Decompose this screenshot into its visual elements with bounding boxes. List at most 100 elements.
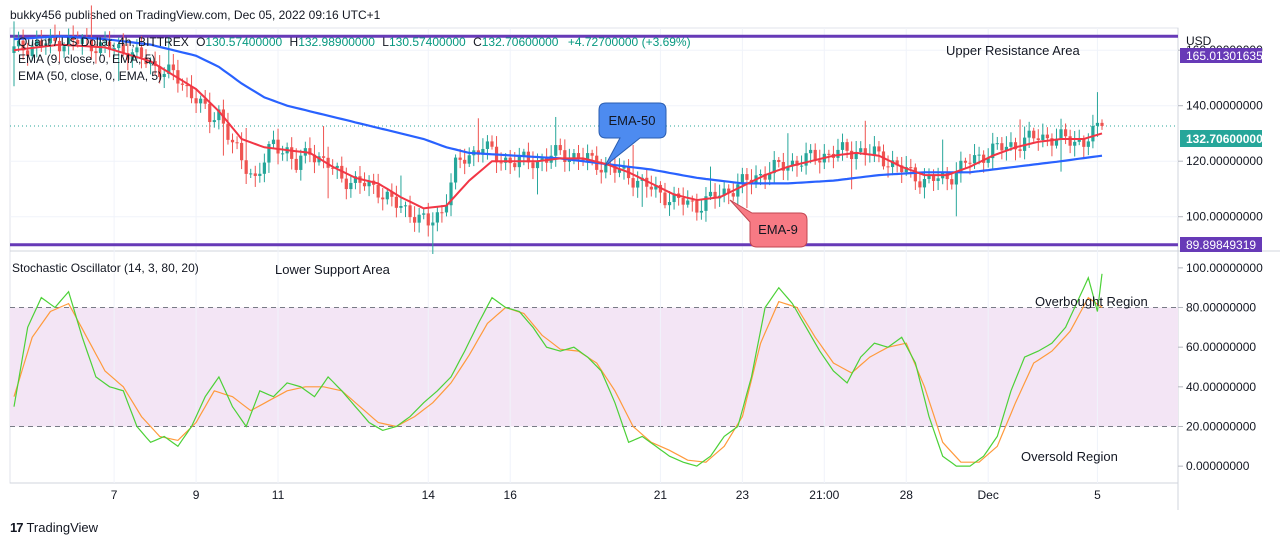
candle-body[interactable] xyxy=(112,48,116,50)
candle-body[interactable] xyxy=(927,174,931,179)
candle-body[interactable] xyxy=(690,200,694,202)
candle-body[interactable] xyxy=(244,160,248,174)
candle-body[interactable] xyxy=(1077,139,1081,142)
candle-body[interactable] xyxy=(617,168,622,173)
candle-body[interactable] xyxy=(877,146,881,152)
candle-body[interactable] xyxy=(804,153,808,166)
candle-body[interactable] xyxy=(117,44,121,49)
candle-body[interactable] xyxy=(699,210,703,213)
candle-body[interactable] xyxy=(240,142,244,161)
candle-body[interactable] xyxy=(740,174,744,185)
candle-body[interactable] xyxy=(936,178,940,181)
candle-body[interactable] xyxy=(977,154,981,156)
candle-body[interactable] xyxy=(139,47,144,58)
candle-body[interactable] xyxy=(48,35,53,44)
candle-body[interactable] xyxy=(840,142,845,150)
candle-body[interactable] xyxy=(795,160,799,166)
candle-body[interactable] xyxy=(836,149,840,158)
candle-body[interactable] xyxy=(950,179,954,185)
candle-body[interactable] xyxy=(1027,130,1031,138)
candle-body[interactable] xyxy=(453,157,458,183)
candle-body[interactable] xyxy=(963,160,968,163)
candle-body[interactable] xyxy=(954,173,958,185)
time-axis-ticks[interactable]: 7 9 11 14 16 21 23 21:00 28 Dec 5 xyxy=(111,488,1101,502)
candle-body[interactable] xyxy=(148,61,153,65)
candle-body[interactable] xyxy=(435,212,439,223)
stoch-d-line[interactable] xyxy=(13,296,1103,463)
candle-body[interactable] xyxy=(189,86,194,99)
candle-body[interactable] xyxy=(959,160,963,174)
candle-body[interactable] xyxy=(199,98,203,104)
candle-body[interactable] xyxy=(308,148,312,155)
candle-body[interactable] xyxy=(931,174,936,181)
candle-body[interactable] xyxy=(900,165,904,173)
candle-body[interactable] xyxy=(772,159,776,174)
candle-body[interactable] xyxy=(126,52,130,60)
candle-body[interactable] xyxy=(1054,138,1059,146)
candle-body[interactable] xyxy=(89,38,93,52)
candle-body[interactable] xyxy=(763,174,767,180)
candle-body[interactable] xyxy=(408,205,412,218)
candle-body[interactable] xyxy=(1059,129,1063,139)
candle-body[interactable] xyxy=(362,182,367,187)
candle-body[interactable] xyxy=(1082,139,1086,147)
candle-body[interactable] xyxy=(53,35,57,41)
candle-body[interactable] xyxy=(280,153,285,155)
candle-body[interactable] xyxy=(35,40,39,47)
candle-body[interactable] xyxy=(777,159,781,163)
candle-body[interactable] xyxy=(194,98,198,104)
candle-body[interactable] xyxy=(845,142,849,151)
candle-body[interactable] xyxy=(258,173,262,176)
candle-body[interactable] xyxy=(44,43,48,46)
candle-body[interactable] xyxy=(713,191,717,199)
candle-body[interactable] xyxy=(312,154,317,163)
candle-body[interactable] xyxy=(76,40,80,44)
candle-body[interactable] xyxy=(1000,143,1004,151)
candle-body[interactable] xyxy=(121,44,125,53)
candle-body[interactable] xyxy=(235,142,239,144)
candle-body[interactable] xyxy=(986,158,990,163)
stoch-k-line[interactable] xyxy=(13,273,1103,467)
candle-body[interactable] xyxy=(162,73,166,77)
candle-body[interactable] xyxy=(431,222,435,226)
candle-body[interactable] xyxy=(1100,122,1104,126)
candle-body[interactable] xyxy=(813,149,817,161)
candle-body[interactable] xyxy=(62,46,66,52)
candle-body[interactable] xyxy=(904,167,908,173)
candle-body[interactable] xyxy=(781,162,785,171)
candle-body[interactable] xyxy=(26,50,30,57)
candle-body[interactable] xyxy=(57,40,62,52)
candle-body[interactable] xyxy=(1095,122,1100,126)
candle-body[interactable] xyxy=(581,158,585,161)
candle-body[interactable] xyxy=(968,162,972,164)
candle-body[interactable] xyxy=(230,139,235,143)
candle-body[interactable] xyxy=(585,153,590,161)
candle-body[interactable] xyxy=(758,174,763,176)
candle-body[interactable] xyxy=(991,143,995,159)
candle-body[interactable] xyxy=(463,159,467,164)
candle-body[interactable] xyxy=(854,151,858,160)
candle-body[interactable] xyxy=(722,188,726,196)
candle-body[interactable] xyxy=(1068,136,1072,146)
candle-body[interactable] xyxy=(995,143,999,145)
candle-body[interactable] xyxy=(576,153,581,159)
candle-body[interactable] xyxy=(413,217,417,223)
candle-body[interactable] xyxy=(376,184,380,198)
candle-body[interactable] xyxy=(558,145,562,151)
candle-body[interactable] xyxy=(727,188,731,194)
candle-body[interactable] xyxy=(590,153,594,156)
candle-body[interactable] xyxy=(208,103,212,123)
candle-body[interactable] xyxy=(167,64,171,74)
candle-body[interactable] xyxy=(704,196,708,211)
candle-body[interactable] xyxy=(39,40,43,46)
candle-body[interactable] xyxy=(1036,138,1040,140)
candle-body[interactable] xyxy=(554,145,558,156)
candle-body[interactable] xyxy=(290,147,294,159)
candle-body[interactable] xyxy=(422,213,426,215)
candle-body[interactable] xyxy=(107,41,112,50)
candle-body[interactable] xyxy=(745,174,749,180)
candle-body[interactable] xyxy=(426,213,430,226)
candle-body[interactable] xyxy=(299,155,303,170)
candle-body[interactable] xyxy=(417,214,421,223)
